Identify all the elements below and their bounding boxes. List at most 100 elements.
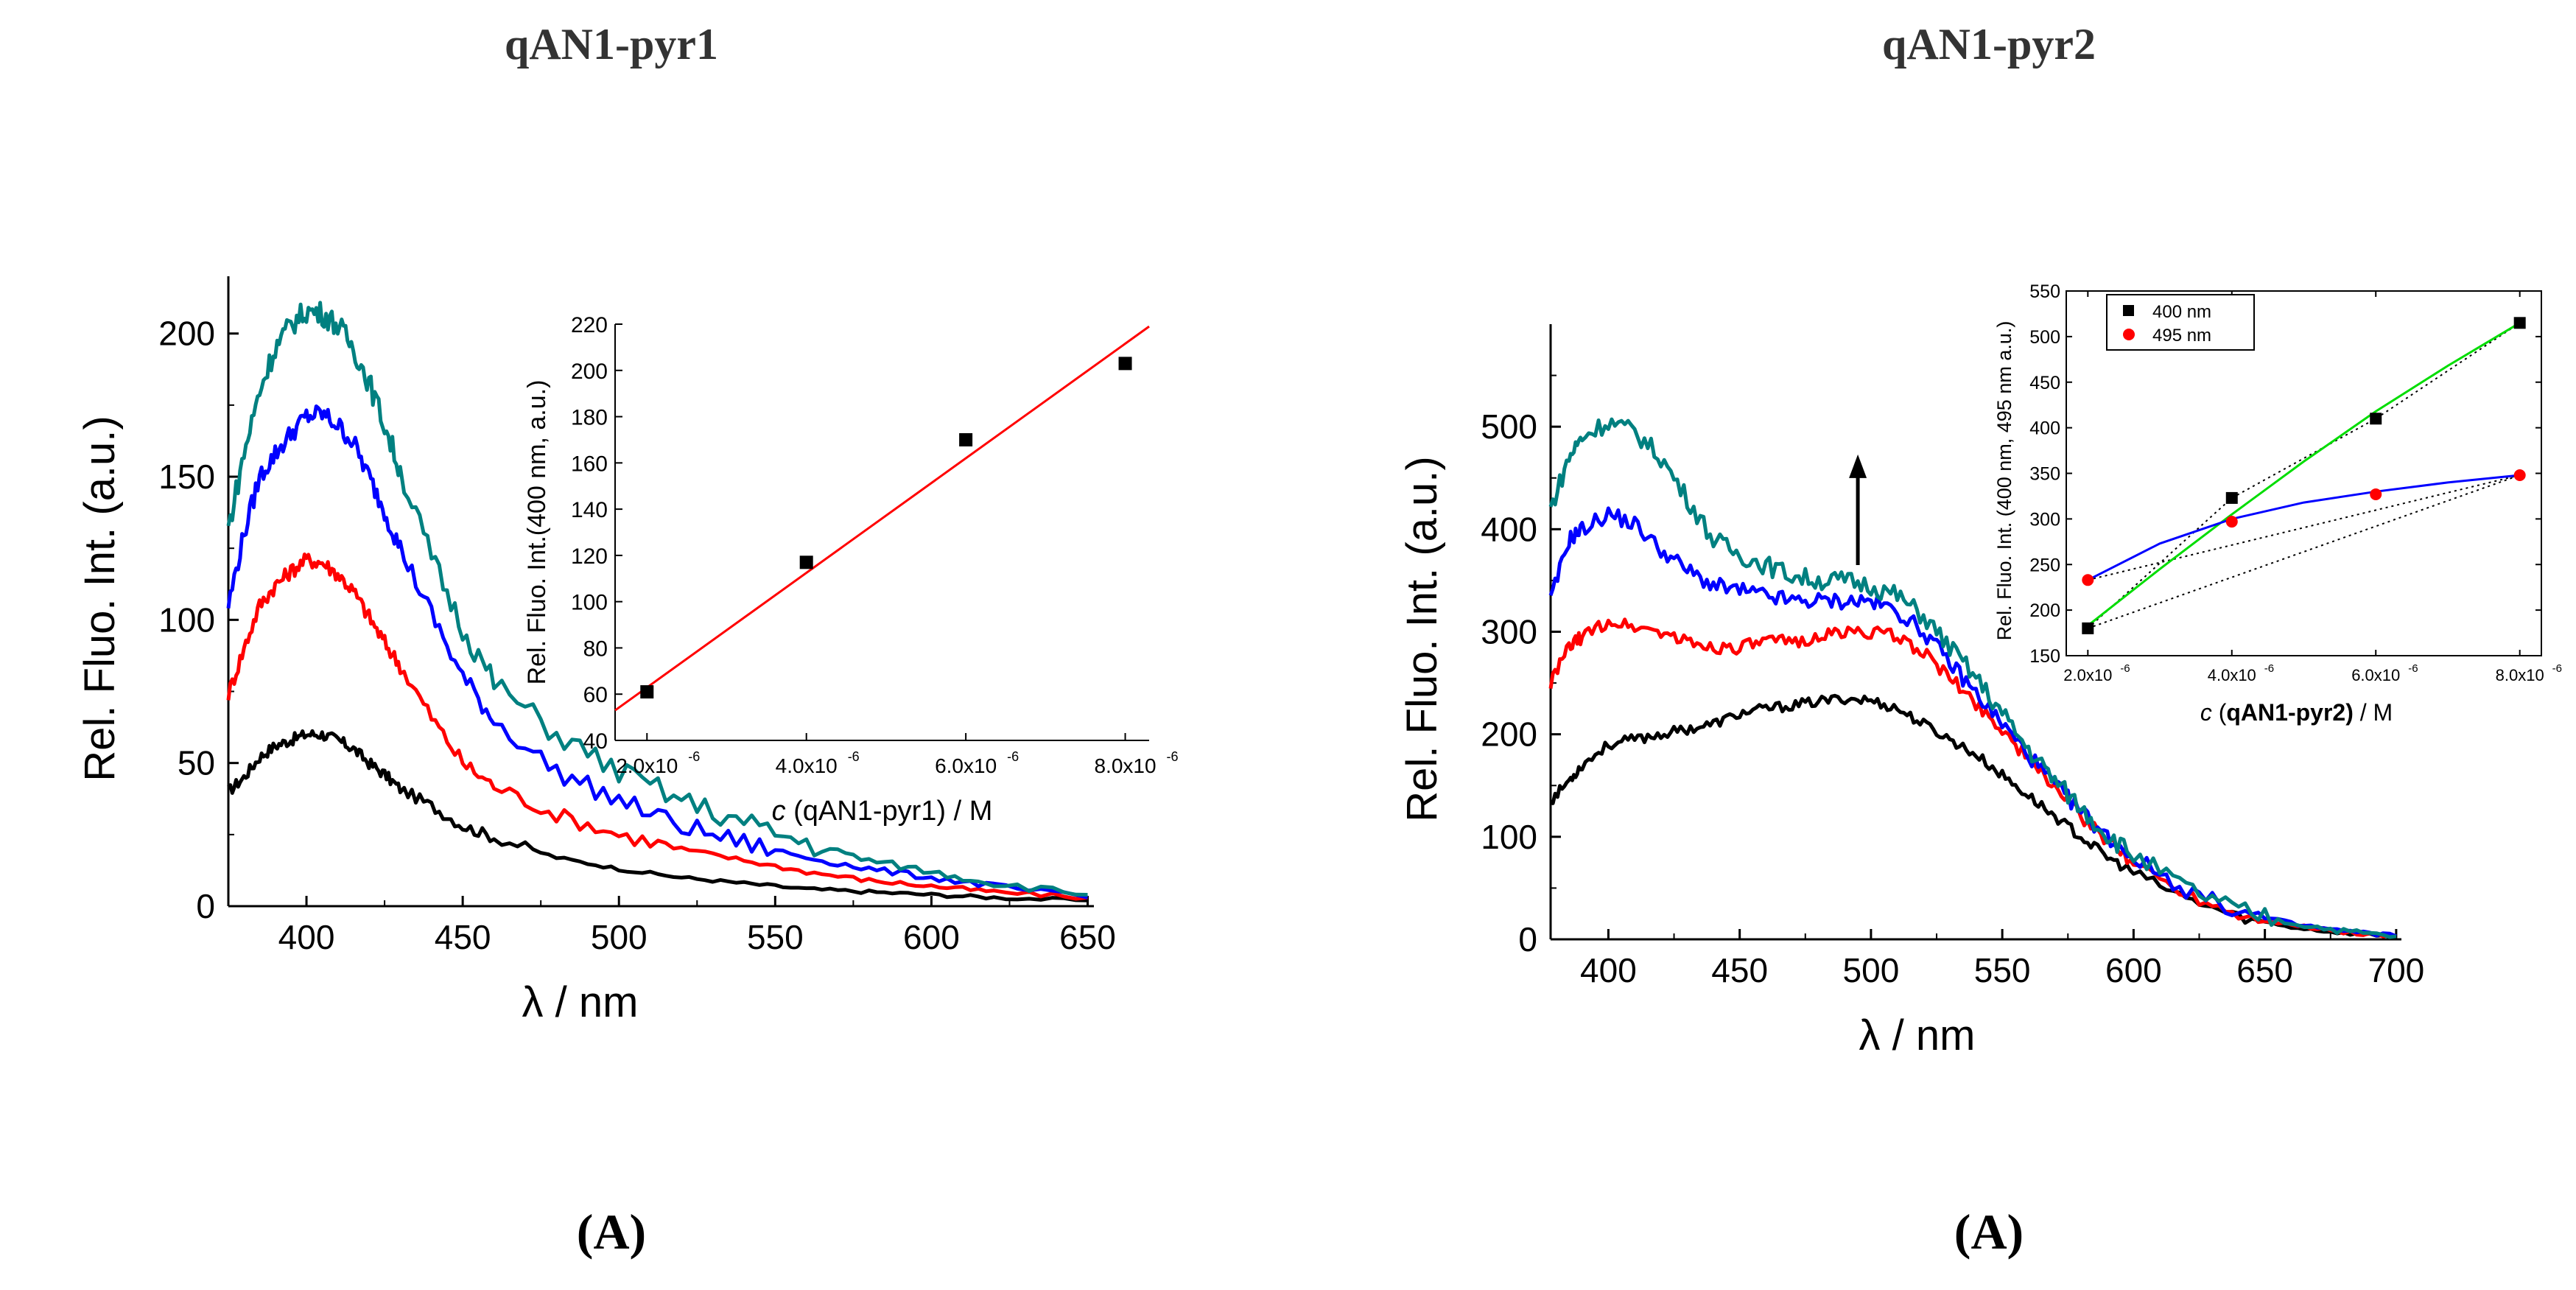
legend-marker-circle (2123, 329, 2135, 340)
inset-x-tick-exponent: -6 (688, 749, 700, 764)
inset-fit-line (614, 325, 1150, 712)
x-tick-label: 600 (903, 918, 960, 956)
chart-1-main: 400 450 500 550 600 650 0 50 100 150 200 λ / nm Rel.… (76, 276, 1116, 1026)
series-line-c3 (226, 404, 1089, 900)
inset-x-tick-label: 8.0x10 (2496, 666, 2544, 684)
x-tick-label: 400 (278, 918, 335, 956)
inset-legend-box (2106, 294, 2255, 351)
inset-data-point (640, 685, 654, 699)
x-tick-label: 450 (435, 918, 491, 956)
inset-y-tick-label: 450 (2029, 373, 2060, 393)
y-axis-label: Rel. Fluo. Int. (a.u.) (1398, 456, 1446, 821)
inset-data-point (799, 555, 813, 569)
inset-x-axis-label: c (qAN1-pyr2) / M (2200, 699, 2393, 726)
inset-x-tick-exponent: -6 (2408, 662, 2418, 675)
increase-arrow-head (1849, 454, 1867, 478)
inset-x-tick-exponent: -6 (1007, 749, 1019, 764)
inset-y-tick-label: 140 (571, 498, 608, 522)
inset-y-tick-label: 350 (2029, 464, 2060, 485)
inset-y-tick-label: 400 (2029, 418, 2060, 439)
x-tick-label: 550 (1974, 951, 2031, 989)
inset-y-tick-label: 220 (571, 313, 608, 337)
inset-y-tick-label: 500 (2029, 327, 2060, 348)
inset-x-tick-label: 6.0x10 (2351, 666, 2400, 684)
inset-point-400nm (2370, 413, 2382, 425)
chart-2-inset: 150 200 250 300 350 400 450 500 550 2.0x10 -6 4.0x1… (1993, 281, 2562, 726)
inset-x-tick-label: 2.0x10 (616, 754, 678, 777)
y-tick-label: 200 (1481, 715, 1537, 754)
y-tick-label: 0 (196, 887, 215, 925)
inset-x-tick-label: 4.0x10 (2208, 666, 2256, 684)
y-tick-label: 50 (178, 744, 215, 782)
inset-y-axis-label: Rel. Fluo. Int.(400 nm, a.u.) (523, 380, 551, 685)
series-line-c1 (1550, 693, 2397, 939)
series-line-c1 (227, 729, 1088, 902)
inset-point-400nm (2513, 317, 2526, 329)
inset-y-tick-label: 80 (583, 637, 608, 661)
inset-x-tick-label: 2.0x10 (2063, 666, 2112, 684)
x-tick-label: 650 (1059, 918, 1116, 956)
inset-point-400nm (2082, 622, 2094, 634)
inset-y-tick-label: 40 (583, 729, 608, 754)
y-tick-label: 300 (1481, 613, 1537, 651)
inset-x-tick-exponent: -6 (2264, 662, 2274, 675)
inset-y-tick-label: 300 (2029, 509, 2060, 530)
panel-1-caption: (A) (577, 1204, 646, 1260)
series-line-c4 (1548, 417, 2397, 939)
inset-y-tick-label: 120 (571, 544, 608, 569)
inset-x-tick-label: 8.0x10 (1094, 754, 1156, 777)
inset-y-tick-label: 550 (2029, 281, 2060, 302)
inset-y-tick-label: 180 (571, 406, 608, 430)
inset-dotted-line (2087, 322, 2521, 629)
inset-x-tick-exponent: -6 (2120, 662, 2130, 675)
series-line-c2 (226, 553, 1088, 901)
x-tick-label: 650 (2236, 951, 2293, 989)
inset-x-tick-exponent: -6 (2552, 662, 2562, 675)
inset-point-400nm (2225, 491, 2238, 504)
inset-x-tick-exponent: -6 (1167, 749, 1179, 764)
legend-marker-square (2123, 305, 2134, 316)
inset-y-tick-label: 150 (2029, 646, 2060, 667)
legend-label: 400 nm (2152, 302, 2211, 322)
x-tick-label: 700 (2368, 951, 2424, 989)
inset-y-tick-label: 60 (583, 683, 608, 707)
y-tick-label: 500 (1481, 407, 1537, 446)
inset-y-axis-label: Rel. Fluo. Int. (400 nm, 495 nm a.u.) (1993, 321, 2015, 641)
panel-2-title: qAN1-pyr2 (1882, 20, 2096, 69)
inset-fit-curve (2087, 474, 2520, 581)
x-tick-label: 450 (1711, 951, 1768, 989)
inset-point-495nm (2513, 469, 2526, 481)
series-line-c4 (226, 301, 1088, 897)
x-tick-label: 550 (747, 918, 804, 956)
chart-1-inset: 40 60 80 100 120 140 160 180 200 220 2.0x10 -6 4.0x1… (523, 313, 1179, 827)
inset-x-tick-label: 6.0x10 (935, 754, 997, 777)
chart-2-main: 400 450 500 550 600 650 700 0 100 200 300 400 500 λ /… (1398, 324, 2424, 1059)
series-line-c3 (1548, 506, 2397, 939)
inset-y-tick-label: 250 (2029, 555, 2060, 575)
y-tick-label: 150 (158, 458, 215, 496)
inset-point-495nm (2225, 516, 2238, 528)
inset-y-tick-label: 160 (571, 452, 608, 476)
panel-2-caption: (A) (1954, 1204, 2024, 1260)
y-tick-label: 100 (1481, 818, 1537, 856)
inset-dotted-line (2087, 474, 2521, 629)
y-tick-label: 400 (1481, 510, 1537, 548)
legend-label: 495 nm (2152, 326, 2211, 346)
inset-data-point (1118, 357, 1132, 371)
x-tick-label: 600 (2105, 951, 2162, 989)
x-tick-label: 500 (1843, 951, 1900, 989)
inset-data-point (959, 432, 973, 446)
y-axis-label: Rel. Fluo. Int. (a.u.) (76, 416, 124, 781)
y-tick-label: 200 (158, 315, 215, 353)
x-tick-label: 500 (591, 918, 647, 956)
inset-dotted-line (2088, 474, 2520, 581)
x-tick-label: 400 (1580, 951, 1637, 989)
x-axis-label: λ / nm (522, 978, 639, 1026)
inset-point-495nm (2082, 574, 2094, 586)
inset-y-tick-label: 100 (571, 591, 608, 615)
inset-point-495nm (2370, 488, 2382, 500)
inset-y-tick-label: 200 (2029, 600, 2060, 621)
inset-fit-curve (2087, 322, 2521, 627)
inset-x-axis-label: c (qAN1-pyr1) / M (772, 796, 993, 827)
